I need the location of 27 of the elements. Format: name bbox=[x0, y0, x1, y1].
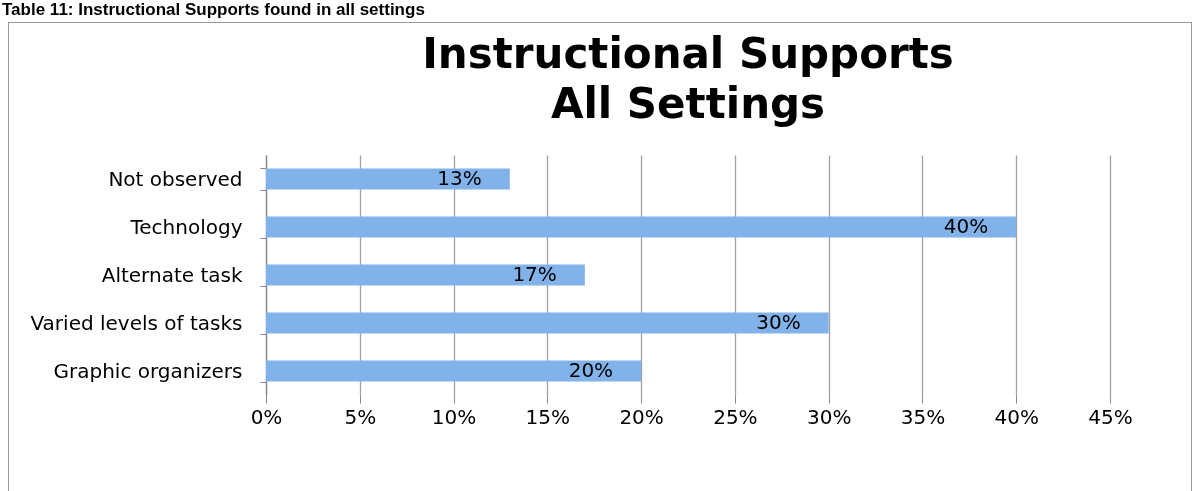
data-label: 40% bbox=[943, 214, 989, 238]
x-tick-label: 30% bbox=[806, 404, 852, 429]
x-tick-label: 25% bbox=[713, 404, 758, 429]
x-tick-label: 35% bbox=[900, 404, 946, 429]
caption: Table 11: Instructional Supports found in all settings bbox=[2, 0, 425, 20]
x-tick-label: 45% bbox=[1088, 404, 1133, 429]
data-label: 13% bbox=[437, 166, 482, 190]
bar bbox=[266, 264, 585, 286]
x-tick-label: 15% bbox=[525, 404, 571, 429]
x-tick-label: 0% bbox=[250, 404, 283, 429]
chart-title: Instructional Supports All Settings bbox=[422, 29, 954, 128]
x-tick-label: 5% bbox=[344, 404, 377, 429]
y-tick-label: Technology bbox=[129, 214, 243, 239]
x-tick-label: 40% bbox=[994, 404, 1039, 429]
data-label: 17% bbox=[512, 262, 557, 286]
data-label: 30% bbox=[756, 310, 801, 334]
x-tick-label: 20% bbox=[619, 404, 664, 429]
y-tick-label: Alternate task bbox=[101, 262, 243, 287]
x-tick-label: 10% bbox=[431, 404, 477, 429]
y-tick-label: Varied levels of tasks bbox=[30, 310, 243, 335]
bar bbox=[266, 168, 510, 190]
y-tick-label: Not observed bbox=[108, 166, 243, 191]
y-tick-label: Graphic organizers bbox=[53, 358, 243, 383]
bar bbox=[266, 216, 1017, 238]
data-label: 20% bbox=[568, 358, 614, 382]
bar bbox=[266, 360, 642, 382]
bar bbox=[266, 312, 829, 334]
